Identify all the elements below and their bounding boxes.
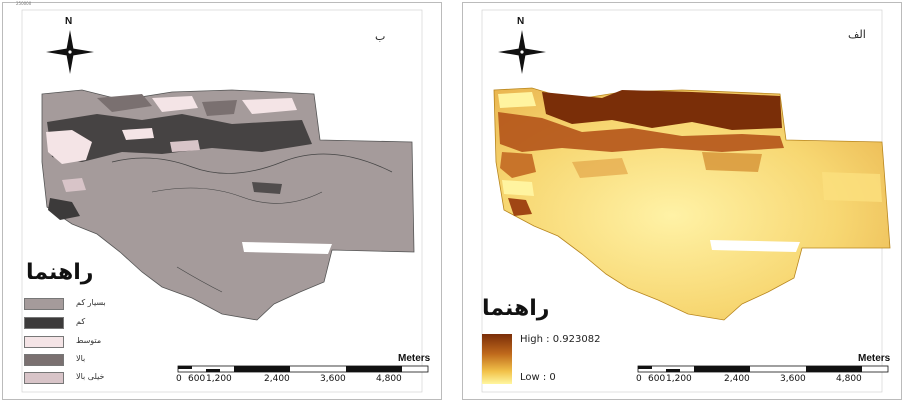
panel-label-a: الف — [848, 28, 866, 41]
scale-tick: 1,200 — [666, 374, 692, 384]
scale-tick: 3,600 — [320, 374, 346, 384]
legend-swatch — [24, 317, 64, 329]
scale-tick: 600 — [188, 374, 206, 384]
map-panel-a: الف N راهنما High : 0.923082 Low : 0 Met… — [462, 2, 902, 400]
legend-item-very-high: خیلی بالا — [24, 372, 194, 386]
legend-swatch — [24, 298, 64, 310]
legend-low-label: Low : 0 — [520, 372, 556, 383]
legend-swatch — [24, 336, 64, 348]
scale-tick: 3,600 — [780, 374, 806, 384]
scale-tick: 4,800 — [836, 374, 862, 384]
map-frame-b — [2, 2, 442, 400]
scale-tick: 2,400 — [724, 374, 750, 384]
scale-tick: 4,800 — [376, 374, 402, 384]
panel-label-b: ب — [375, 30, 386, 43]
scale-tick: 0 — [176, 374, 182, 384]
legend-title-b: راهنما — [26, 260, 94, 285]
legend-label: بالا — [76, 354, 86, 363]
legend-label: خیلی بالا — [76, 372, 105, 381]
legend-item-very-low: بسیار کم — [24, 298, 194, 312]
map-panel-b: 250000 ب N راهنما بسیار کم کم متوسط بالا… — [2, 1, 442, 400]
scale-tick: 0 — [636, 374, 642, 384]
legend-high-label: High : 0.923082 — [520, 334, 601, 345]
grid-tick: 250000 — [16, 1, 32, 6]
north-arrow-icon-b — [46, 30, 94, 74]
scale-unit-a: Meters — [858, 353, 891, 364]
legend-gradient — [482, 334, 512, 384]
legend-item-high: بالا — [24, 354, 194, 368]
scale-unit-b: Meters — [398, 353, 431, 364]
legend-title-a: راهنما — [482, 296, 550, 321]
legend-swatch — [24, 372, 64, 384]
legend-item-medium: متوسط — [24, 336, 194, 350]
legend-label: بسیار کم — [76, 298, 106, 307]
map-frame-a — [462, 2, 902, 400]
legend-swatch — [24, 354, 64, 366]
north-label-b: N — [65, 16, 73, 27]
north-label-a: N — [517, 16, 525, 27]
scale-tick: 1,200 — [206, 374, 232, 384]
legend-label: متوسط — [76, 336, 102, 345]
scale-tick: 2,400 — [264, 374, 290, 384]
scale-tick: 600 — [648, 374, 666, 384]
north-arrow-icon-a — [498, 30, 546, 74]
legend-item-low: کم — [24, 317, 194, 331]
scale-bar-b — [177, 365, 429, 373]
legend-label: کم — [76, 317, 86, 326]
scale-bar-a — [637, 365, 889, 373]
